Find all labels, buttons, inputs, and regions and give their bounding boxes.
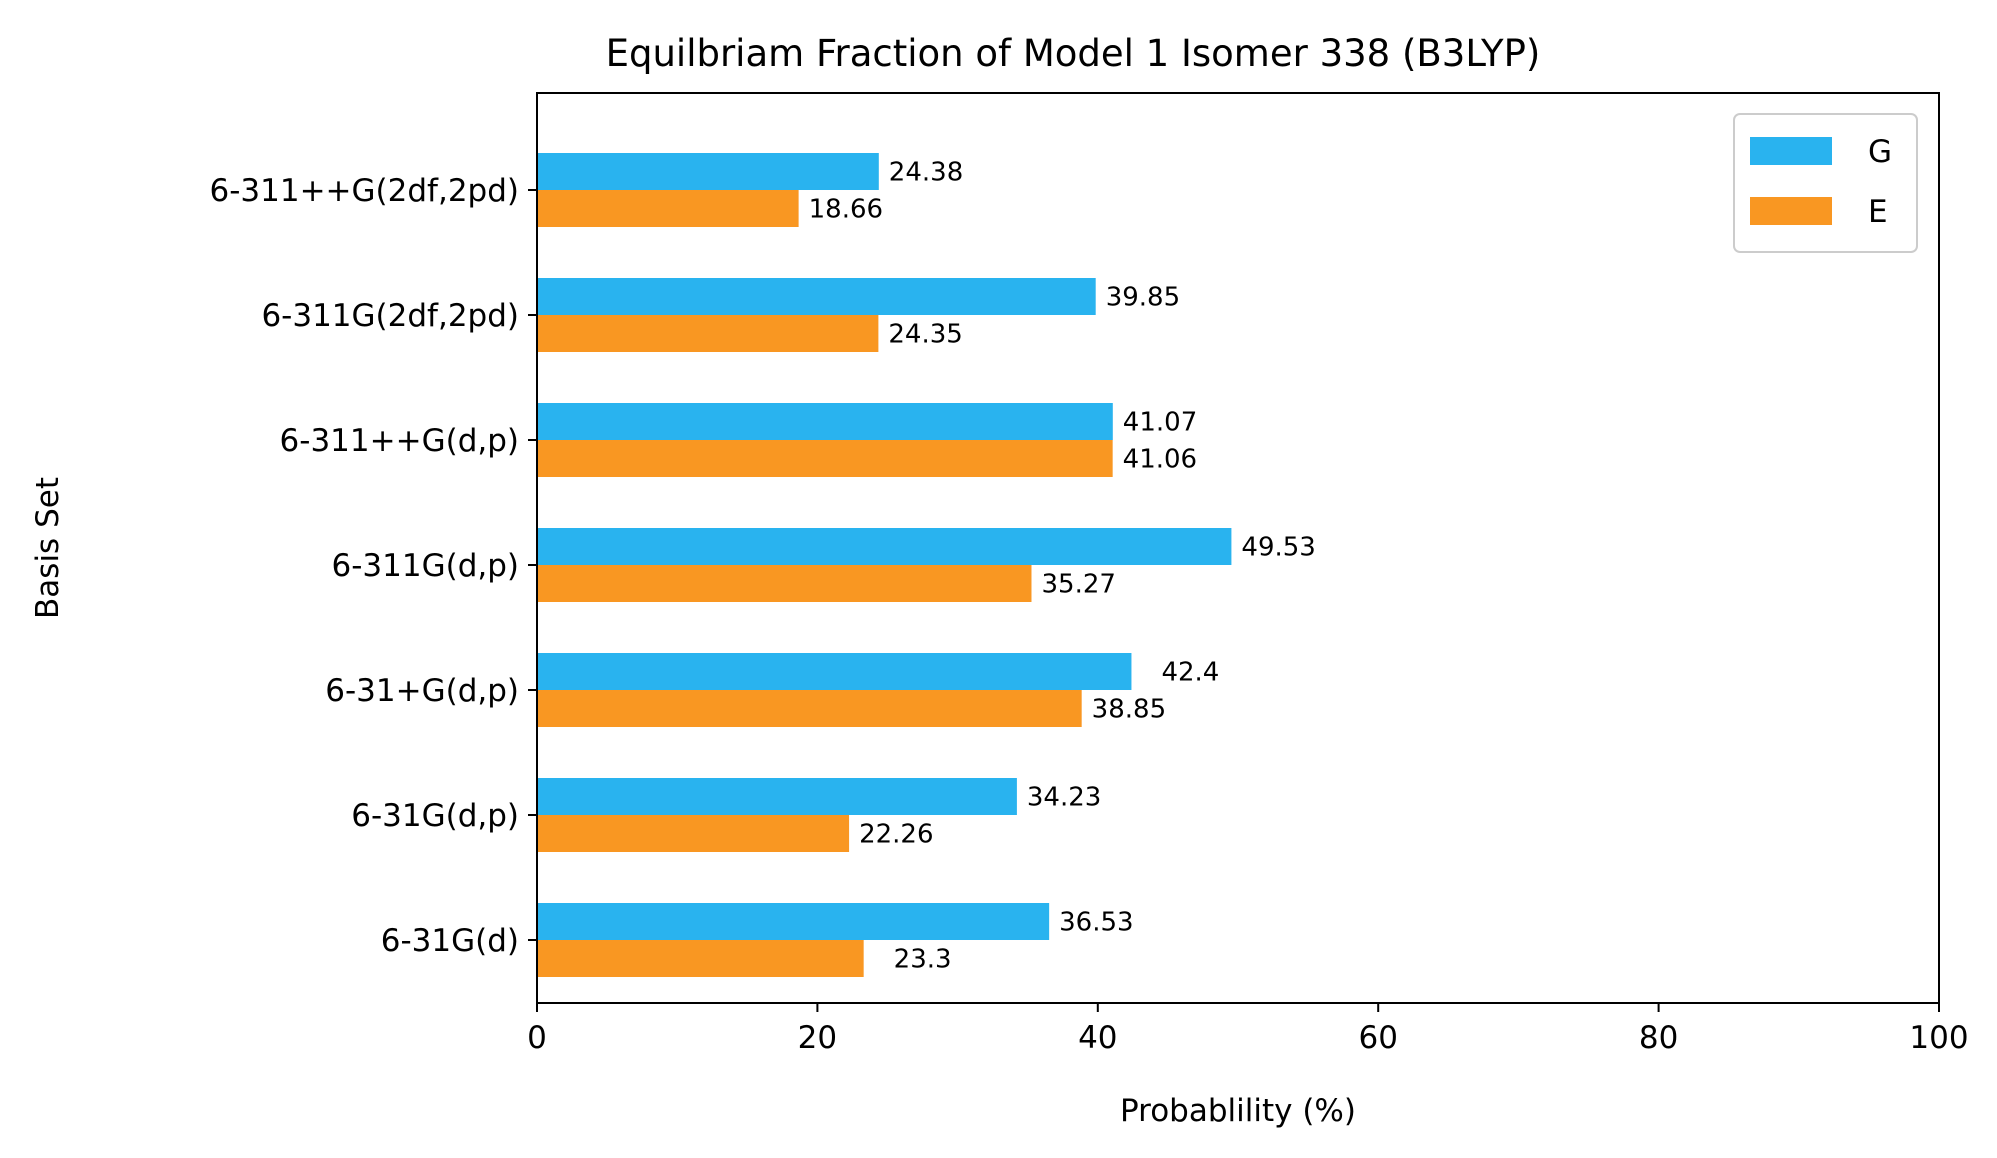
y-tick-label: 6-311++G(2df,2pd)	[210, 173, 520, 209]
bar-e	[537, 690, 1082, 727]
legend-label-e: E	[1868, 194, 1888, 230]
value-label-g: 49.53	[1241, 533, 1315, 563]
bar-g	[537, 653, 1132, 690]
x-tick-label: 60	[1358, 1020, 1397, 1056]
legend-label-g: G	[1868, 134, 1892, 170]
bar-g	[537, 528, 1232, 565]
value-label-g: 39.85	[1106, 283, 1180, 313]
y-tick-label: 6-31G(d,p)	[351, 798, 519, 834]
y-tick-label: 6-311++G(d,p)	[280, 423, 519, 459]
value-label-e: 24.35	[888, 320, 962, 350]
bar-e	[537, 440, 1113, 477]
y-axis-ticks: 6-311++G(2df,2pd) 6-311G(2df,2pd) 6-311++G…	[210, 173, 537, 959]
x-axis-label: Probablility (%)	[1120, 1093, 1356, 1129]
x-axis-ticks: 0 20 40 60 80 100	[527, 1003, 1969, 1056]
value-label-e: 18.66	[809, 195, 883, 225]
value-label-e: 41.06	[1123, 445, 1197, 475]
chart-title: Equilbriam Fraction of Model 1 Isomer 33…	[606, 32, 1541, 75]
bar-e	[537, 315, 879, 352]
legend: GE	[1733, 113, 1918, 253]
bar-g	[537, 278, 1096, 315]
plot-frame	[536, 92, 1940, 1004]
legend-swatch-g	[1750, 137, 1832, 165]
bar-g	[537, 153, 879, 190]
bar-g	[537, 903, 1050, 940]
value-label-e: 35.27	[1041, 570, 1115, 600]
x-tick-label: 0	[527, 1020, 547, 1056]
y-tick-label: 6-311G(d,p)	[332, 548, 520, 584]
x-tick-label: 40	[1078, 1020, 1117, 1056]
value-label-e: 22.26	[859, 820, 933, 850]
bar-e	[537, 815, 850, 852]
value-label-g: 41.07	[1123, 408, 1197, 438]
y-tick-label: 6-311G(2df,2pd)	[261, 298, 519, 334]
bar-g	[537, 403, 1113, 440]
value-label-g: 34.23	[1027, 783, 1101, 813]
bar-e	[537, 940, 864, 977]
value-label-g: 36.53	[1059, 908, 1133, 938]
bar-e	[537, 190, 799, 227]
x-tick-label: 100	[1909, 1020, 1968, 1056]
bar-g	[537, 778, 1017, 815]
legend-swatch-e	[1750, 197, 1832, 225]
y-tick-label: 6-31+G(d,p)	[325, 673, 519, 709]
value-label-g: 24.38	[889, 158, 963, 188]
x-tick-label: 20	[798, 1020, 837, 1056]
x-tick-label: 80	[1639, 1020, 1678, 1056]
value-label-e: 23.3	[894, 945, 952, 975]
value-label-g: 42.4	[1161, 658, 1219, 688]
y-tick-label: 6-31G(d)	[381, 923, 519, 959]
bars	[537, 153, 1232, 977]
value-label-e: 38.85	[1092, 695, 1166, 725]
bar-e	[537, 565, 1032, 602]
y-axis-label: Basis Set	[30, 477, 66, 619]
